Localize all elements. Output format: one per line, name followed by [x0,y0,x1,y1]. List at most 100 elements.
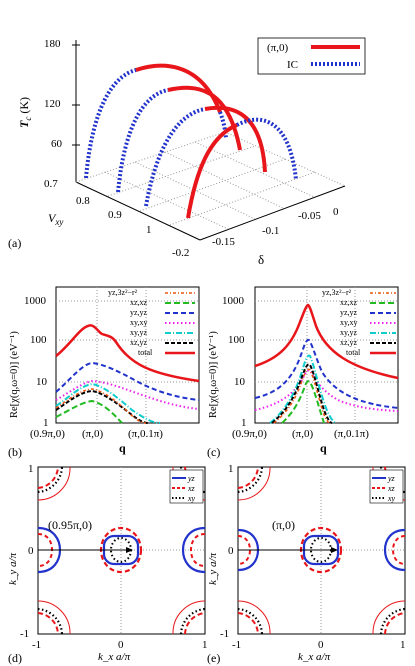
svg-text:total: total [346,348,361,357]
z-tick-120: 120 [44,98,61,110]
c-curve-xyyz [269,354,337,424]
d-x-tick-m1: -1 [32,639,41,651]
b-y-tick-100: 100 [30,334,47,346]
panel-b-label: (b) [8,445,22,459]
e-y-tick-1: 1 [228,463,234,475]
e-y-label: k_y a/π [207,552,219,585]
d-y-label: k_y a/π [7,552,19,585]
b-curve-xzyz [55,389,149,424]
e-x-label: k_x a/π [298,651,331,663]
d-y-tick-1: 1 [28,463,34,475]
svg-text:yz: yz [387,474,396,483]
v-tick-0.8: 0.8 [76,195,90,207]
svg-text:xy,xy: xy,xy [340,318,357,327]
e-nesting-vector: (π,0) [272,518,295,532]
b-x-tick-1: (π,0) [82,428,103,440]
b-y-tick-1: 1 [43,417,49,429]
b-curve-xzxz [55,399,123,424]
legend-ic: IC [287,59,298,71]
c-curve-total [254,303,399,380]
svg-text:yz,3z²−r²: yz,3z²−r² [322,288,352,297]
v-tick-0.9: 0.9 [108,209,122,221]
b-curve-yz3z [55,388,147,424]
d-y-tick-0: 0 [28,545,34,557]
c-x-label: q [320,441,327,455]
svg-text:yz: yz [187,474,196,483]
svg-text:xz: xz [187,484,196,493]
panel-d-label: (d) [8,651,22,665]
panel-e-label: (e) [207,651,220,665]
panel-a-label: (a) [8,236,21,250]
d-nesting-vector: (0.95π,0) [48,518,92,532]
c-y-tick-10: 10 [234,376,246,388]
d-x-tick-0: 0 [118,639,124,651]
tc-arc-3 [144,105,267,207]
panel-c: 1000 100 10 1 (0.9π,0) (π,0) (π,0.1π) q … [207,286,399,459]
b-y-tick-10: 10 [36,376,48,388]
c-y-tick-100: 100 [228,334,245,346]
b-x-tick-0: (0.9π,0) [30,428,65,440]
e-x-tick-0: 0 [318,639,324,651]
c-curve-yzyz [254,338,399,409]
c-y-tick-1: 1 [241,417,247,429]
svg-text:yz,yz: yz,yz [340,308,358,317]
v-tick-0.7: 0.7 [44,178,58,190]
svg-text:xy: xy [187,494,196,503]
svg-text:xy,yz: xy,yz [340,328,357,337]
z-tick-180: 180 [44,38,61,50]
z-axis-label: Tc (K) [17,97,33,128]
svg-text:xz,xz: xz,xz [130,298,148,307]
svg-text:xy,xy: xy,xy [130,318,147,327]
z-tick-60: 60 [51,138,63,150]
d-y-tick-m1: -1 [20,628,29,640]
delta-axis-label: δ [258,252,264,267]
d-x-label: k_x a/π [98,651,131,663]
svg-text:yz,3z²−r²: yz,3z²−r² [108,288,138,297]
c-x-tick-0: (0.9π,0) [232,428,267,440]
b-y-tick-1000: 1000 [24,295,47,307]
c-curve-xzxz [281,380,325,424]
delta-tick-4: 0 [333,206,339,218]
e-x-tick-1: 1 [400,639,406,651]
panel-a: 180 120 60 Tc (K) 0.7 0.8 0.9 1 Vxy -0.2… [8,37,366,267]
v-axis-label: Vxy [48,211,63,227]
c-curve-yz3z [273,368,331,424]
svg-text:xy: xy [387,494,396,503]
v-tick-1: 1 [146,224,152,236]
svg-text:yz,yz: yz,yz [130,308,148,317]
b-curve-xyyz [55,382,161,424]
delta-tick-0: -0.2 [172,247,189,259]
tc-arc-4 [186,117,298,219]
b-x-tick-2: (π,0.1π) [128,428,163,440]
b-x-label: q [119,441,126,455]
e-x-tick-m1: -1 [232,639,241,651]
c-legend: yz,3z²−r² xz,xz yz,yz xy,xy xy,yz xz,yz … [322,288,396,357]
c-y-label: Re[χ(q,ω=0)] (eV⁻¹) [208,331,219,418]
svg-text:xz,yz: xz,yz [340,338,358,347]
svg-text:total: total [138,348,153,357]
c-y-tick-1000: 1000 [222,295,245,307]
e-y-tick-0: 0 [228,545,234,557]
b-legend: yz,3z²−r² xz,xz yz,yz xy,xy xy,yz xz,yz … [108,288,195,357]
svg-text:xz,xz: xz,xz [340,298,358,307]
panel-e: 1 0 -1 -1 0 1 k_x a/π k_y a/π (e) (π,0) [207,463,406,665]
delta-tick-3: -0.05 [298,210,321,222]
panel-d: 1 0 -1 -1 0 1 k_x a/π k_y a/π (d) ( [7,463,208,665]
legend-pi0: (π,0) [267,42,288,54]
svg-text:xy,yz: xy,yz [130,328,147,337]
panel-b: 1000 100 10 1 (0.9π,0) (π,0) (π,0.1π) q … [8,286,200,459]
delta-tick-1: -0.15 [212,236,235,248]
c-x-tick-1: (π,0) [292,428,313,440]
b-y-label: Re[χ(q,ω=0)] (eV⁻¹) [9,331,20,418]
e-y-tick-m1: -1 [220,628,229,640]
delta-tick-2: -0.1 [262,225,279,237]
d-x-tick-1: 1 [202,639,208,651]
svg-text:xz,yz: xz,yz [130,338,148,347]
panel-c-label: (c) [207,445,220,459]
c-x-tick-2: (π,0.1π) [334,428,369,440]
c-curve-xyxy [254,369,399,412]
tc-arc-2 [116,85,242,193]
svg-text:xz: xz [387,484,396,493]
b-curve-total [55,324,200,383]
